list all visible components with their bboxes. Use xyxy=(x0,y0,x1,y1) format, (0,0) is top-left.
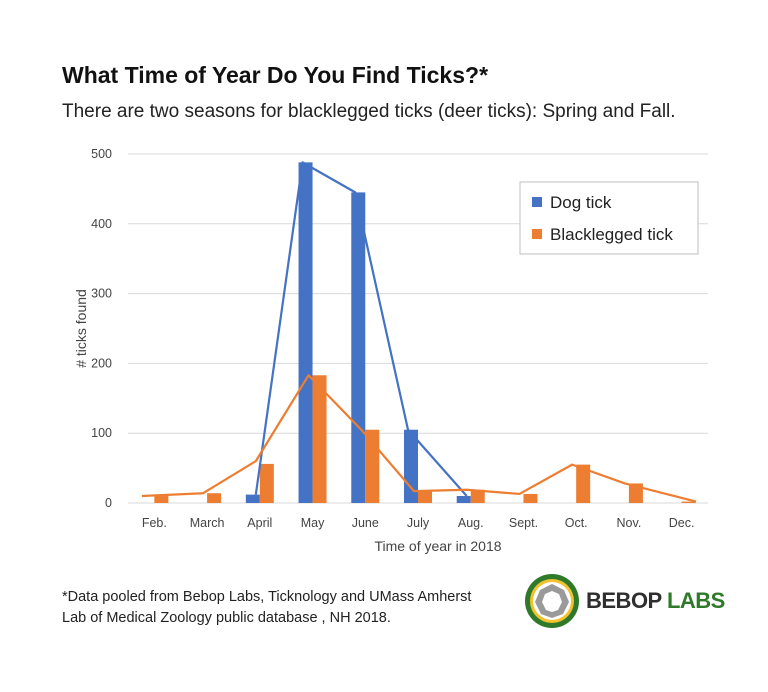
tick-chart: 0 100 200 300 400 500 Feb. March April May June Jul… xyxy=(73,147,708,554)
bar-dog-tick xyxy=(456,496,471,503)
bar-blacklegged-tick xyxy=(681,501,696,503)
legend-label: Blacklegged tick xyxy=(550,225,673,244)
bar-dog-tick xyxy=(351,192,366,503)
y-tick-label: 100 xyxy=(91,426,112,440)
footnote-line-2: Lab of Medical Zoology public database ,… xyxy=(62,610,391,626)
legend-swatch-dog-tick xyxy=(532,197,542,207)
bebop-labs-logo: BEBOP LABS xyxy=(524,573,725,629)
bebop-labs-emblem-icon xyxy=(525,574,579,628)
bar-blacklegged-tick xyxy=(259,463,274,503)
x-tick-label: July xyxy=(407,516,430,530)
y-tick-label: 0 xyxy=(105,496,112,510)
y-tick-label: 500 xyxy=(91,147,112,161)
bar-blacklegged-tick xyxy=(576,464,591,503)
y-tick-label: 300 xyxy=(91,287,112,301)
bar-blacklegged-tick xyxy=(470,489,485,503)
bar-blacklegged-tick xyxy=(418,491,432,503)
chart-subtitle: There are two seasons for blacklegged ti… xyxy=(62,101,676,122)
bar-blacklegged-tick xyxy=(312,375,327,503)
x-tick-label: Oct. xyxy=(565,516,588,530)
logo-word-bebop: BEBOP xyxy=(586,588,662,613)
x-tick-label: Dec. xyxy=(669,516,695,530)
bar-dog-tick xyxy=(298,162,313,503)
legend-swatch-blacklegged-tick xyxy=(532,229,542,239)
legend-box xyxy=(519,181,699,255)
bar-blacklegged-tick xyxy=(207,493,222,503)
legend-label: Dog tick xyxy=(550,193,612,212)
footnote-line-1: *Data pooled from Bebop Labs, Ticknology… xyxy=(62,589,472,605)
x-tick-label: Aug. xyxy=(458,516,484,530)
line-dog-tick xyxy=(254,161,468,497)
x-axis-title: Time of year in 2018 xyxy=(374,538,501,554)
chart-title: What Time of Year Do You Find Ticks?* xyxy=(62,62,489,88)
bar-blacklegged-tick xyxy=(154,496,169,503)
footnote: *Data pooled from Bebop Labs, Ticknology… xyxy=(62,587,471,629)
x-tick-label: June xyxy=(352,516,379,530)
logo-wordmark: BEBOP LABS xyxy=(586,588,725,614)
y-axis-title: # ticks found xyxy=(73,289,89,368)
bar-blacklegged-tick xyxy=(523,493,538,503)
x-tick-label: Sept. xyxy=(509,516,538,530)
x-tick-label: Nov. xyxy=(617,516,642,530)
bar-blacklegged-tick xyxy=(628,483,643,503)
x-tick-label: May xyxy=(301,516,325,530)
x-tick-label: April xyxy=(247,516,272,530)
line-blacklegged-tick xyxy=(141,374,697,503)
x-tick-label: Feb. xyxy=(142,516,167,530)
bar-dog-tick xyxy=(245,494,260,503)
y-tick-label: 400 xyxy=(91,217,112,231)
y-tick-label: 200 xyxy=(91,356,112,370)
logo-word-labs: LABS xyxy=(666,588,725,613)
bar-blacklegged-tick xyxy=(365,429,380,503)
x-tick-label: March xyxy=(190,516,225,530)
